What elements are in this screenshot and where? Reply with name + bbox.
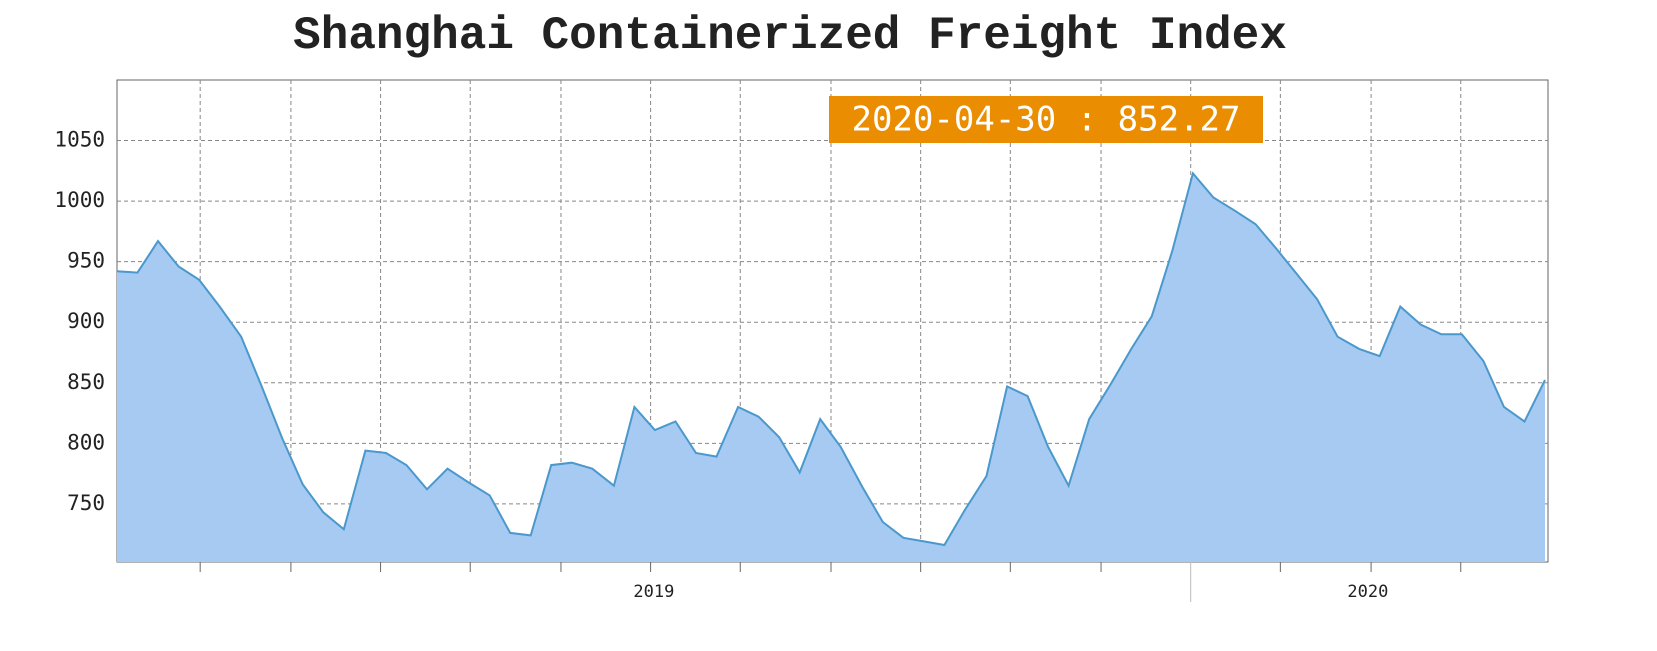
area: [117, 173, 1545, 563]
y-tick-label: 950: [67, 249, 105, 273]
line: [116, 171, 1546, 547]
y-tick-label: 850: [67, 370, 105, 394]
chart-title: Shanghai Containerized Freight Index: [293, 10, 1287, 62]
y-tick-label: 750: [67, 491, 105, 515]
x-year-label: 2019: [633, 582, 674, 602]
annotation: 2020-04-30 : 852.27: [852, 100, 1241, 140]
y-tick-label: 1050: [54, 128, 105, 152]
y-tick-label: 900: [67, 309, 105, 333]
annotation-box: [829, 96, 1263, 143]
x-year-label: 2020: [1347, 582, 1388, 602]
y-tick-label: 1000: [54, 188, 105, 212]
y-tick-label: 800: [67, 430, 105, 454]
